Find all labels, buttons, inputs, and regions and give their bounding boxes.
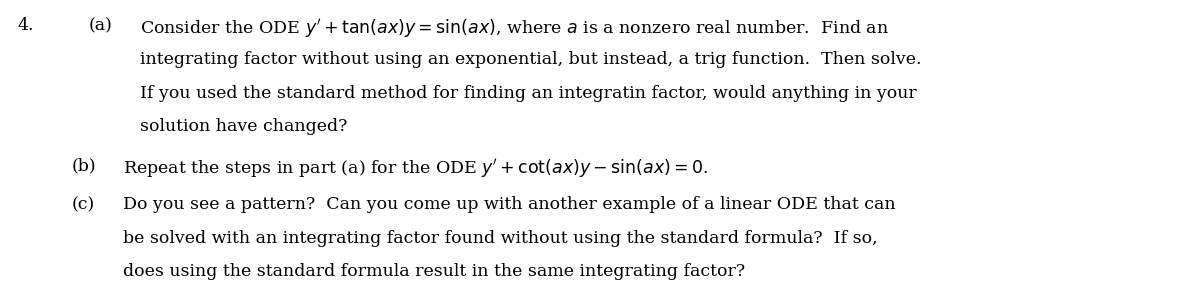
- Text: be solved with an integrating factor found without using the standard formula?  : be solved with an integrating factor fou…: [124, 230, 878, 247]
- Text: solution have changed?: solution have changed?: [140, 118, 348, 135]
- Text: integrating factor without using an exponential, but instead, a trig function.  : integrating factor without using an expo…: [140, 51, 922, 68]
- Text: 4.: 4.: [17, 17, 34, 34]
- Text: does using the standard formula result in the same integrating factor?: does using the standard formula result i…: [124, 263, 745, 280]
- Text: (b): (b): [72, 157, 97, 174]
- Text: Repeat the steps in part (a) for the ODE $y' + \cot(ax)y - \sin(ax) = 0$.: Repeat the steps in part (a) for the ODE…: [124, 157, 709, 180]
- Text: Consider the ODE $y' + \tan(ax)y = \sin(ax)$, where $a$ is a nonzero real number: Consider the ODE $y' + \tan(ax)y = \sin(…: [140, 17, 889, 40]
- Text: Do you see a pattern?  Can you come up with another example of a linear ODE that: Do you see a pattern? Can you come up wi…: [124, 196, 896, 213]
- Text: (a): (a): [89, 17, 113, 34]
- Text: (c): (c): [72, 196, 95, 213]
- Text: If you used the standard method for finding an integratin factor, would anything: If you used the standard method for find…: [140, 84, 917, 102]
